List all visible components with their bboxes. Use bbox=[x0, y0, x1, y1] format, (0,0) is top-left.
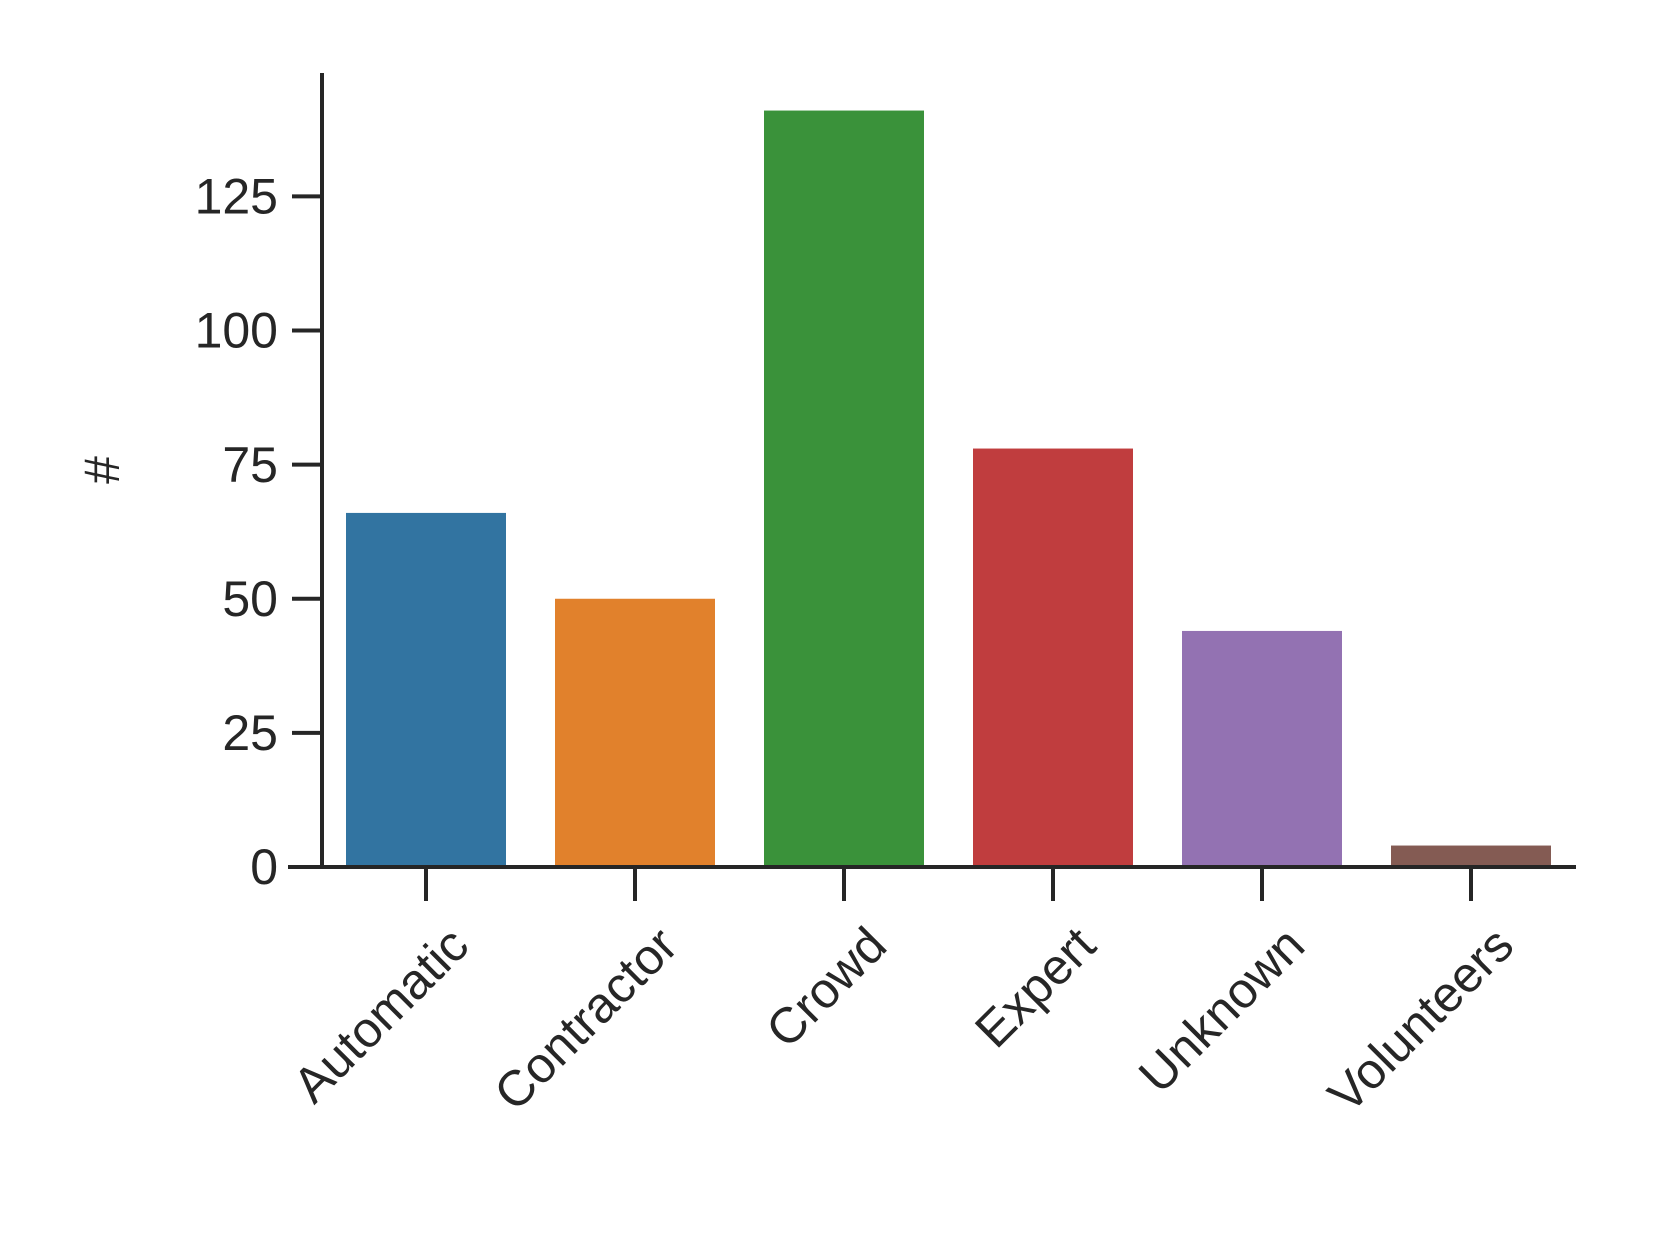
x-tick-label: Automatic bbox=[282, 917, 479, 1114]
x-tick-label: Expert bbox=[964, 916, 1106, 1058]
x-tick-label: Crowd bbox=[755, 917, 897, 1059]
y-tick-label: 50 bbox=[222, 571, 278, 627]
y-tick-label: 0 bbox=[250, 839, 278, 895]
bar bbox=[764, 110, 924, 867]
bar bbox=[1391, 845, 1551, 867]
y-tick-label: 100 bbox=[195, 303, 278, 359]
y-axis-label: # bbox=[74, 456, 130, 484]
x-tick-label: Volunteers bbox=[1317, 917, 1524, 1124]
y-tick-label: 75 bbox=[222, 437, 278, 493]
y-tick-label: 25 bbox=[222, 705, 278, 761]
bar bbox=[346, 512, 506, 867]
bar bbox=[1182, 630, 1342, 867]
x-tick-label: Unknown bbox=[1128, 917, 1315, 1104]
x-tick-label: Contractor bbox=[483, 917, 688, 1122]
bar bbox=[973, 448, 1133, 867]
bar bbox=[555, 598, 715, 867]
y-tick-label: 125 bbox=[195, 169, 278, 225]
